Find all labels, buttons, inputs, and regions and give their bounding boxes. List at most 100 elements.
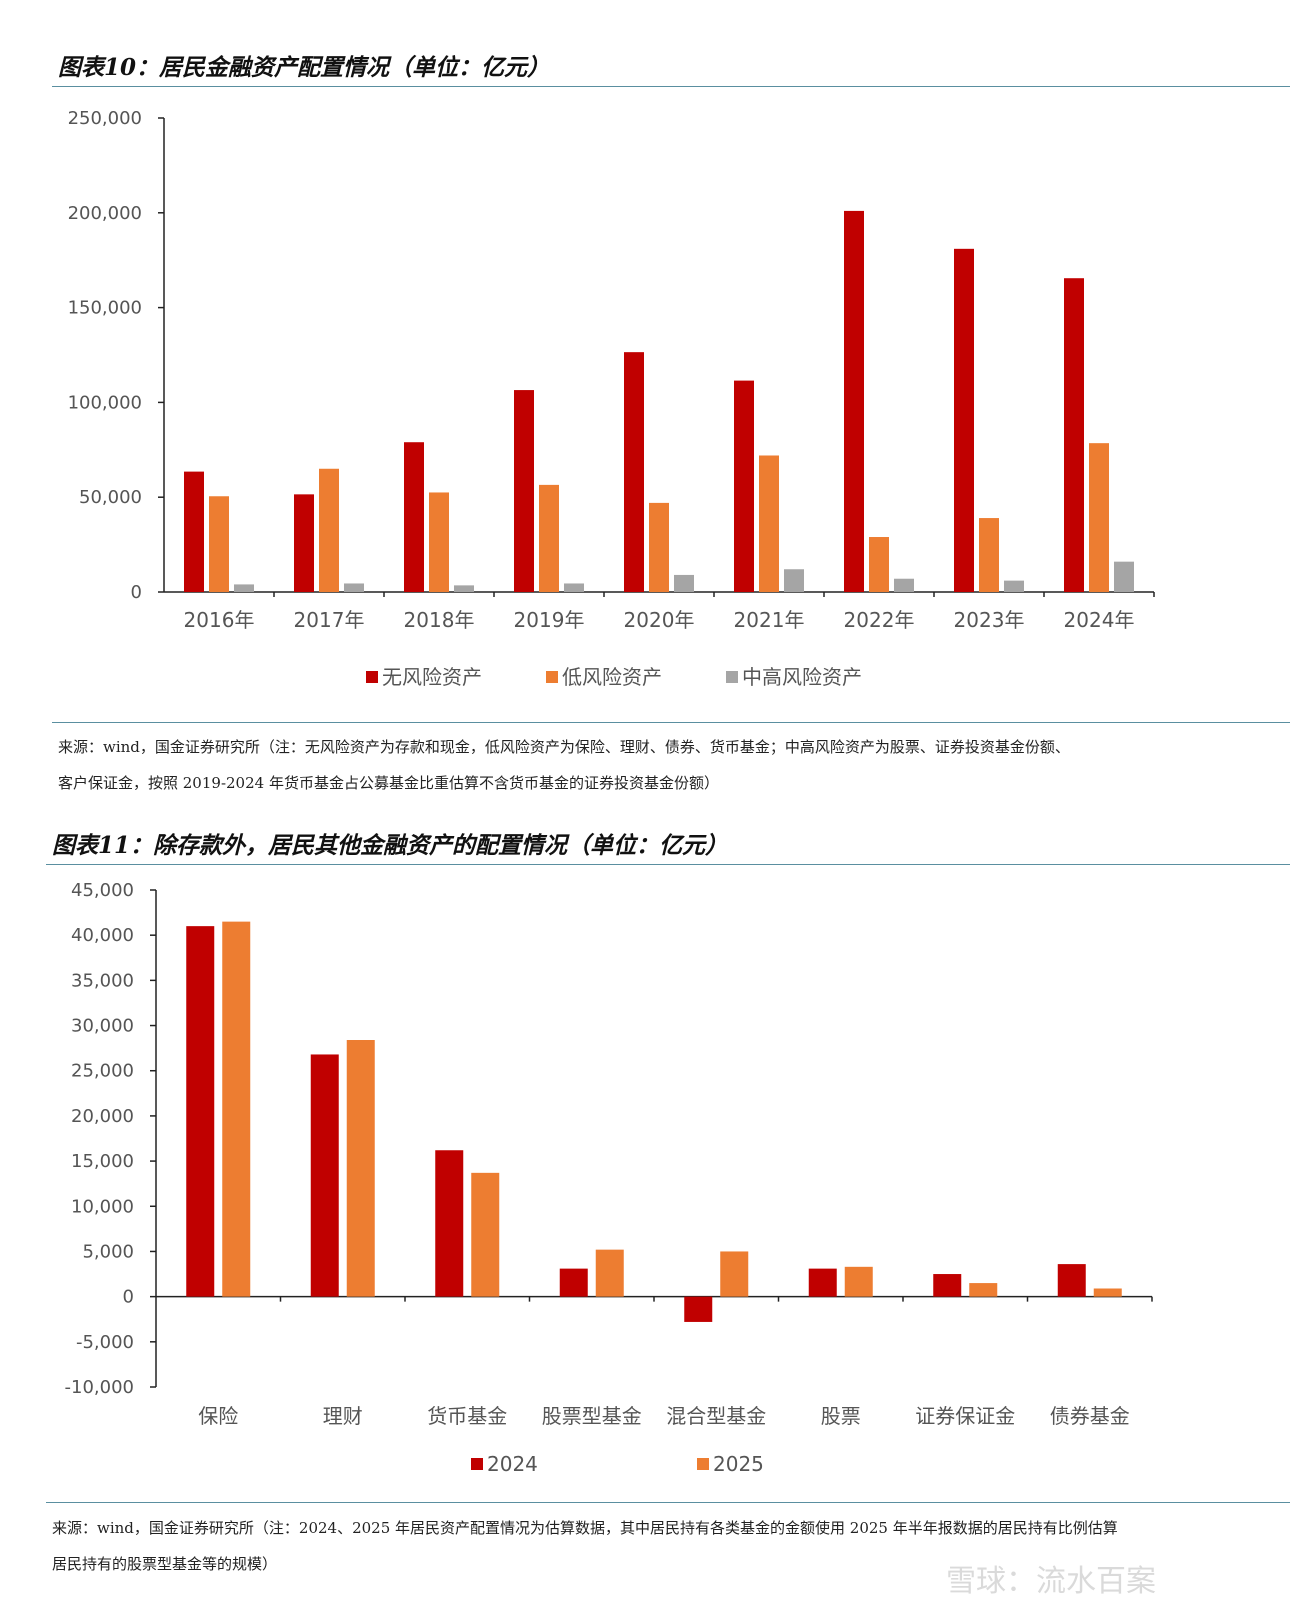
y-tick-label: 25,000	[71, 1061, 134, 1082]
x-category-label: 2023年	[954, 608, 1025, 632]
x-category-label: 2018年	[404, 608, 475, 632]
bar-低风险资产-2018年	[429, 492, 449, 592]
watermark: 雪球：流水百案	[946, 1564, 1156, 1599]
bar-中高风险资产-2019年	[564, 583, 584, 592]
x-category-label: 2020年	[624, 608, 695, 632]
y-tick-label: 0	[123, 1287, 134, 1308]
legend-swatch-2024	[471, 1458, 483, 1470]
y-tick-label: 45,000	[71, 880, 134, 901]
legend-swatch-2025	[697, 1458, 709, 1470]
y-tick-label: 20,000	[71, 1106, 134, 1127]
bar-无风险资产-2017年	[294, 494, 314, 592]
bar-2025-股票型基金	[595, 1249, 624, 1297]
chart1-source-line2: 客户保证金，按照 2019-2024 年货币基金占公募基金比重估算不含货币基金的…	[58, 774, 719, 792]
legend-swatch-低风险资产	[546, 671, 558, 683]
chart1-source-line1: 来源：wind，国金证券研究所（注：无风险资产为存款和现金，低风险资产为保险、理…	[58, 738, 1070, 756]
bar-2025-理财	[346, 1040, 375, 1297]
bar-2024-理财	[310, 1054, 339, 1297]
bar-2025-债券基金	[1093, 1288, 1122, 1297]
bar-低风险资产-2020年	[649, 502, 669, 592]
legend-label-中高风险资产: 中高风险资产	[742, 665, 862, 689]
legend-label-无风险资产: 无风险资产	[382, 665, 482, 689]
y-tick-label: 200,000	[68, 203, 142, 224]
x-category-label: 股票	[821, 1404, 861, 1428]
bar-2025-证券保证金	[969, 1283, 998, 1297]
chart2-source-line1: 来源：wind，国金证券研究所（注：2024、2025 年居民资产配置情况为估算…	[52, 1519, 1118, 1537]
bar-2024-债券基金	[1057, 1264, 1086, 1297]
bar-中高风险资产-2021年	[784, 569, 804, 592]
x-category-label: 2021年	[734, 608, 805, 632]
bar-无风险资产-2016年	[184, 471, 204, 592]
bar-中高风险资产-2022年	[894, 578, 914, 592]
chart1-bar-chart: 0 50,000 100,000 150,000 200,000 250,000 2016年…	[68, 108, 1155, 689]
chart2-title: 图表11：除存款外，居民其他金融资产的配置情况（单位：亿元）	[52, 832, 729, 859]
y-tick-label: 100,000	[68, 392, 142, 413]
y-tick-label: 10,000	[71, 1196, 134, 1217]
bar-2025-保险	[222, 921, 251, 1297]
bar-2025-混合型基金	[720, 1251, 749, 1297]
bar-无风险资产-2023年	[954, 248, 974, 592]
bar-无风险资产-2022年	[844, 210, 864, 592]
bar-2025-股票	[844, 1266, 873, 1297]
bar-2024-货币基金	[435, 1150, 464, 1297]
chart2-bar-chart: -10,000 -5,000 0 5,000 10,000 15,000 20,000 25,…	[65, 880, 1153, 1476]
chart2-title-rule	[46, 864, 1290, 865]
x-category-label: 股票型基金	[542, 1404, 642, 1428]
bar-2024-混合型基金	[684, 1296, 713, 1322]
y-tick-label: 30,000	[71, 1016, 134, 1037]
x-category-label: 保险	[198, 1404, 238, 1428]
x-category-label: 债券基金	[1050, 1404, 1130, 1428]
bar-低风险资产-2017年	[319, 468, 339, 592]
x-category-label: 货币基金	[427, 1404, 507, 1428]
y-tick-label: 5,000	[82, 1241, 134, 1262]
chart1-title-rule	[52, 86, 1290, 87]
chart1-title: 图表10：居民金融资产配置情况（单位：亿元）	[58, 54, 551, 81]
bar-无风险资产-2020年	[624, 352, 644, 592]
bar-中高风险资产-2016年	[234, 584, 254, 592]
bar-中高风险资产-2020年	[674, 574, 694, 592]
bar-中高风险资产-2024年	[1114, 561, 1134, 592]
y-tick-label: 150,000	[68, 298, 142, 319]
chart2-source-line2: 居民持有的股票型基金等的规模）	[52, 1555, 278, 1573]
y-tick-label: 0	[131, 582, 142, 603]
y-tick-label: 50,000	[79, 487, 142, 508]
y-tick-label: 15,000	[71, 1151, 134, 1172]
legend-swatch-中高风险资产	[726, 671, 738, 683]
bar-无风险资产-2019年	[514, 390, 534, 592]
bar-2024-保险	[186, 926, 215, 1297]
x-category-label: 混合型基金	[666, 1404, 766, 1428]
legend-label-低风险资产: 低风险资产	[562, 665, 662, 689]
bar-无风险资产-2024年	[1064, 278, 1084, 592]
x-category-label: 2024年	[1064, 608, 1135, 632]
bar-无风险资产-2021年	[734, 380, 754, 592]
x-category-label: 2019年	[514, 608, 585, 632]
legend-label-2024: 2024	[487, 1452, 538, 1476]
bar-低风险资产-2022年	[869, 537, 889, 592]
bar-2024-股票	[808, 1268, 837, 1297]
legend-label-2025: 2025	[713, 1452, 764, 1476]
y-tick-label: -5,000	[76, 1332, 134, 1353]
chart1-source-rule	[52, 722, 1290, 723]
bar-2024-股票型基金	[559, 1268, 588, 1297]
legend-swatch-无风险资产	[366, 671, 378, 683]
bar-低风险资产-2024年	[1089, 443, 1109, 592]
y-tick-label: 35,000	[71, 970, 134, 991]
y-tick-label: 40,000	[71, 925, 134, 946]
bar-中高风险资产-2023年	[1004, 580, 1024, 592]
chart2-source-rule	[46, 1502, 1290, 1503]
x-category-label: 证券保证金	[915, 1404, 1015, 1428]
y-tick-label: -10,000	[65, 1377, 134, 1398]
bar-低风险资产-2019年	[539, 484, 559, 592]
x-category-label: 2017年	[294, 608, 365, 632]
bar-无风险资产-2018年	[404, 442, 424, 592]
x-category-label: 2016年	[184, 608, 255, 632]
bar-2025-货币基金	[471, 1172, 500, 1297]
bar-低风险资产-2021年	[759, 455, 779, 592]
bar-2024-证券保证金	[933, 1274, 962, 1297]
bar-低风险资产-2023年	[979, 518, 999, 592]
x-category-label: 2022年	[844, 608, 915, 632]
x-category-label: 理财	[323, 1404, 363, 1428]
bar-低风险资产-2016年	[209, 496, 229, 592]
bar-中高风险资产-2017年	[344, 583, 364, 592]
y-tick-label: 250,000	[68, 108, 142, 129]
